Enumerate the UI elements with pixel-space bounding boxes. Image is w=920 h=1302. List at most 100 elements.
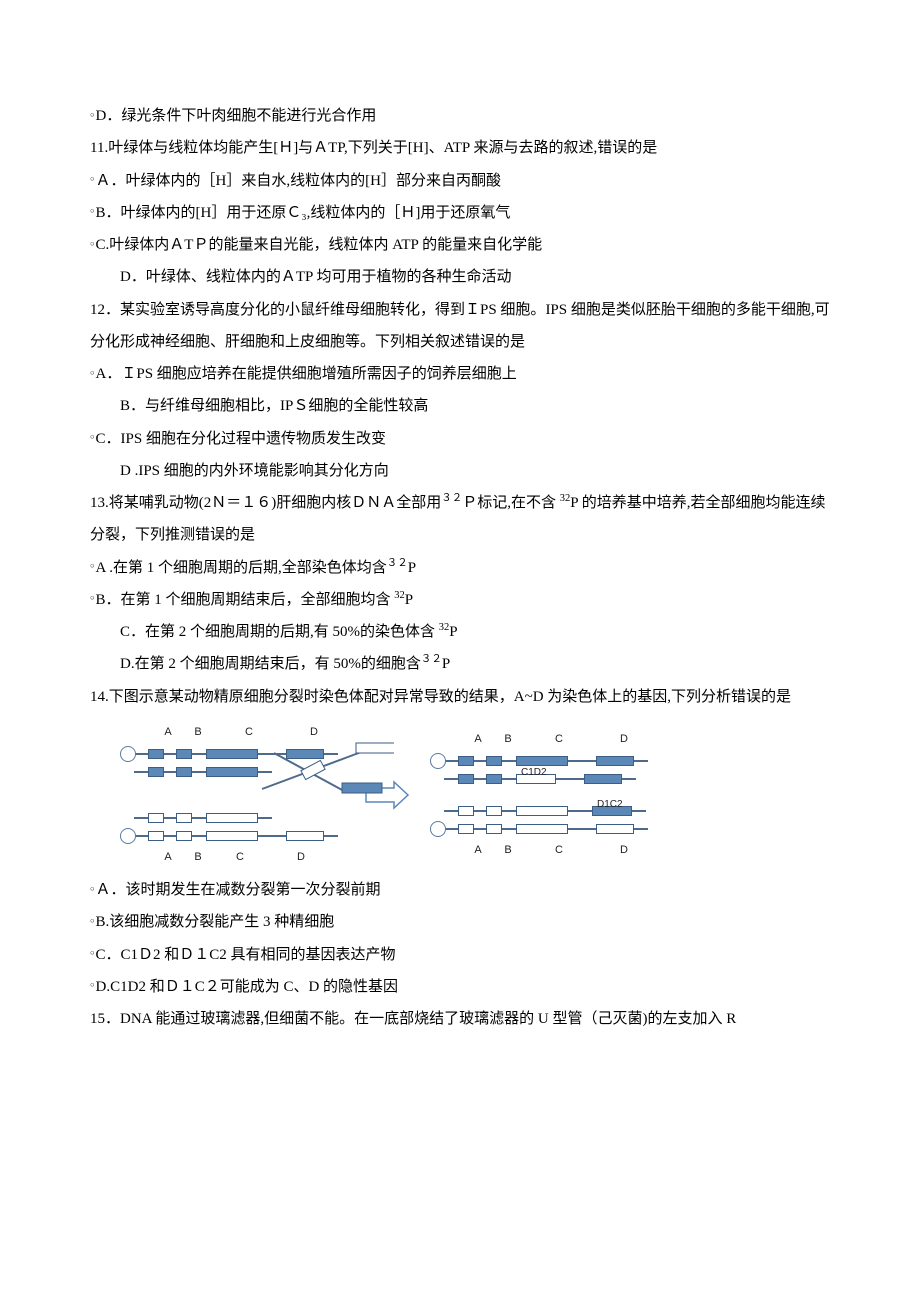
q14-opt-d: ○D.C1D2 和Ｄ１C２可能成为 C、D 的隐性基因 <box>90 971 830 1003</box>
text: B．与纤维母细胞相比，IPＳ细胞的全能性较高 <box>120 398 428 414</box>
text-a: 13.将某哺乳动物(2Ｎ＝１６)肝细胞内核ＤＮＡ全部用 <box>90 495 441 511</box>
text-a: C．在第 2 个细胞周期的后期,有 50%的染色体含 <box>120 624 439 640</box>
arm <box>192 835 206 837</box>
lbl-b: B <box>492 839 524 863</box>
lbl-b: B <box>182 721 214 745</box>
text: D .IPS 细胞的内外环境能影响其分化方向 <box>120 463 389 479</box>
lbl-d: D <box>266 846 336 870</box>
lbl-c: C <box>214 721 284 745</box>
q13-opt-b: ○B．在第 1 个细胞周期结束后，全部细胞均含 32P <box>90 584 830 616</box>
gene-c <box>206 813 258 823</box>
gene-b <box>486 756 502 766</box>
arm <box>568 760 596 762</box>
sup-32: 32 <box>560 493 571 504</box>
bullet-icon: ○ <box>90 203 95 219</box>
right-panel: A B C D <box>430 728 654 863</box>
text-a: D.在第 2 个细胞周期结束后，有 50%的细胞含 <box>120 656 421 672</box>
lbl-b: B <box>492 728 524 752</box>
gene-d <box>286 831 324 841</box>
arm <box>568 828 596 830</box>
chromosome-diagram: A B C D <box>120 721 830 870</box>
bullet-icon: ○ <box>90 977 95 993</box>
arm <box>568 810 592 812</box>
gene-b <box>176 767 192 777</box>
label-d1c2: D1C2 <box>597 794 623 816</box>
text: C.叶绿体内ＡTＰ的能量来自光能，线粒体内 ATP 的能量来自化学能 <box>96 237 543 253</box>
text-b: P <box>449 624 457 640</box>
arm <box>258 817 272 819</box>
arm <box>622 778 636 780</box>
bullet-icon: ○ <box>90 236 95 252</box>
gene-a <box>148 831 164 841</box>
gap <box>136 721 154 745</box>
text: 14.下图示意某动物精原细胞分裂时染色体配对异常导致的结果，A~D 为染色体上的… <box>90 689 791 705</box>
text: D.C1D2 和Ｄ１C２可能成为 C、D 的隐性基因 <box>96 979 399 995</box>
gene-b <box>176 813 192 823</box>
gene-c <box>206 767 258 777</box>
text: Ａ．该时期发生在减数分裂第一次分裂前期 <box>96 882 381 898</box>
arm <box>444 760 458 762</box>
bullet-icon: ○ <box>90 429 95 445</box>
centromere-icon <box>430 753 446 769</box>
arm <box>444 828 458 830</box>
q15-stem: 15．DNA 能通过玻璃滤器,但细菌不能。在一底部烧结了玻璃滤器的 U 型管（己… <box>90 1003 830 1035</box>
gene-b <box>486 824 502 834</box>
lbl-c: C <box>524 728 594 752</box>
arm <box>444 810 458 812</box>
text-b: P <box>408 560 416 576</box>
centromere-icon <box>120 828 136 844</box>
q14-opt-c: ○C．C1Ｄ2 和Ｄ１C2 具有相同的基因表达产物 <box>90 939 830 971</box>
gene-a <box>458 756 474 766</box>
arm <box>632 810 646 812</box>
arm <box>192 753 206 755</box>
gene-a <box>458 806 474 816</box>
gene-c1d2: C1D2 <box>516 774 556 784</box>
q12-opt-b: B．与纤维母细胞相比，IPＳ细胞的全能性较高 <box>90 390 830 422</box>
q13-opt-d: D.在第 2 个细胞周期结束后，有 50%的细胞含３２P <box>90 648 830 680</box>
gene-a <box>458 774 474 784</box>
arm <box>634 828 648 830</box>
text-b: P <box>442 656 450 672</box>
q12-opt-c: ○C．IPS 细胞在分化过程中遗传物质发生改变 <box>90 423 830 455</box>
lbl-c: C <box>214 846 266 870</box>
arm <box>134 817 148 819</box>
arm <box>502 760 516 762</box>
gene-d1c2: D1C2 <box>592 806 632 816</box>
bullet-icon: ○ <box>90 365 95 381</box>
labels-top: A B C D <box>446 728 654 752</box>
gap <box>446 728 464 752</box>
chromatid-fusion: D1C2 <box>430 803 654 819</box>
sup-32: 32 <box>439 622 450 633</box>
pair-white-left <box>120 810 344 844</box>
text: 15．DNA 能通过玻璃滤器,但细菌不能。在一底部烧结了玻璃滤器的 U 型管（己… <box>90 1011 736 1027</box>
q11-stem: 11.叶绿体与线粒体均能产生[Ｈ]与ＡTP,下列关于[H]、ATP 来源与去路的… <box>90 132 830 164</box>
text: Ａ．叶绿体内的［H］来自水,线粒体内的[H］部分来自丙酮酸 <box>96 173 501 189</box>
gene-c <box>516 806 568 816</box>
arm <box>474 778 486 780</box>
text: A．ＩPS 细胞应培养在能提供细胞增殖所需因子的饲养层细胞上 <box>96 366 517 382</box>
q12-stem: 12．某实验室诱导高度分化的小鼠纤维母细胞转化，得到ＩPS 细胞。IPS 细胞是… <box>90 294 830 359</box>
arm <box>192 771 206 773</box>
arm <box>444 778 458 780</box>
q12-opt-d: D .IPS 细胞的内外环境能影响其分化方向 <box>90 455 830 487</box>
gene-b <box>486 806 502 816</box>
gene-d <box>286 749 324 759</box>
text: 11.叶绿体与线粒体均能产生[Ｈ]与ＡTP,下列关于[H]、ATP 来源与去路的… <box>90 140 657 156</box>
pair-blue-right: C1D2 <box>430 753 654 787</box>
option-d-q10: ○D．绿光条件下叶肉细胞不能进行光合作用 <box>90 100 830 132</box>
gene-a <box>148 767 164 777</box>
labels-bot: A B C D <box>446 839 654 863</box>
arm <box>164 771 176 773</box>
sup-32: ３２ <box>387 558 408 569</box>
arm <box>502 778 516 780</box>
lbl-a: A <box>464 839 492 863</box>
arm <box>324 835 338 837</box>
gene-c <box>206 749 258 759</box>
left-panel: A B C D <box>120 721 344 870</box>
q13-opt-c: C．在第 2 个细胞周期的后期,有 50%的染色体含 32P <box>90 616 830 648</box>
bullet-icon: ○ <box>90 558 95 574</box>
labels-bot: A B C D <box>136 846 344 870</box>
q11-opt-d: D．叶绿体、线粒体内的ＡTP 均可用于植物的各种生命活动 <box>90 261 830 293</box>
bullet-icon: ○ <box>90 590 95 606</box>
arm <box>502 810 516 812</box>
